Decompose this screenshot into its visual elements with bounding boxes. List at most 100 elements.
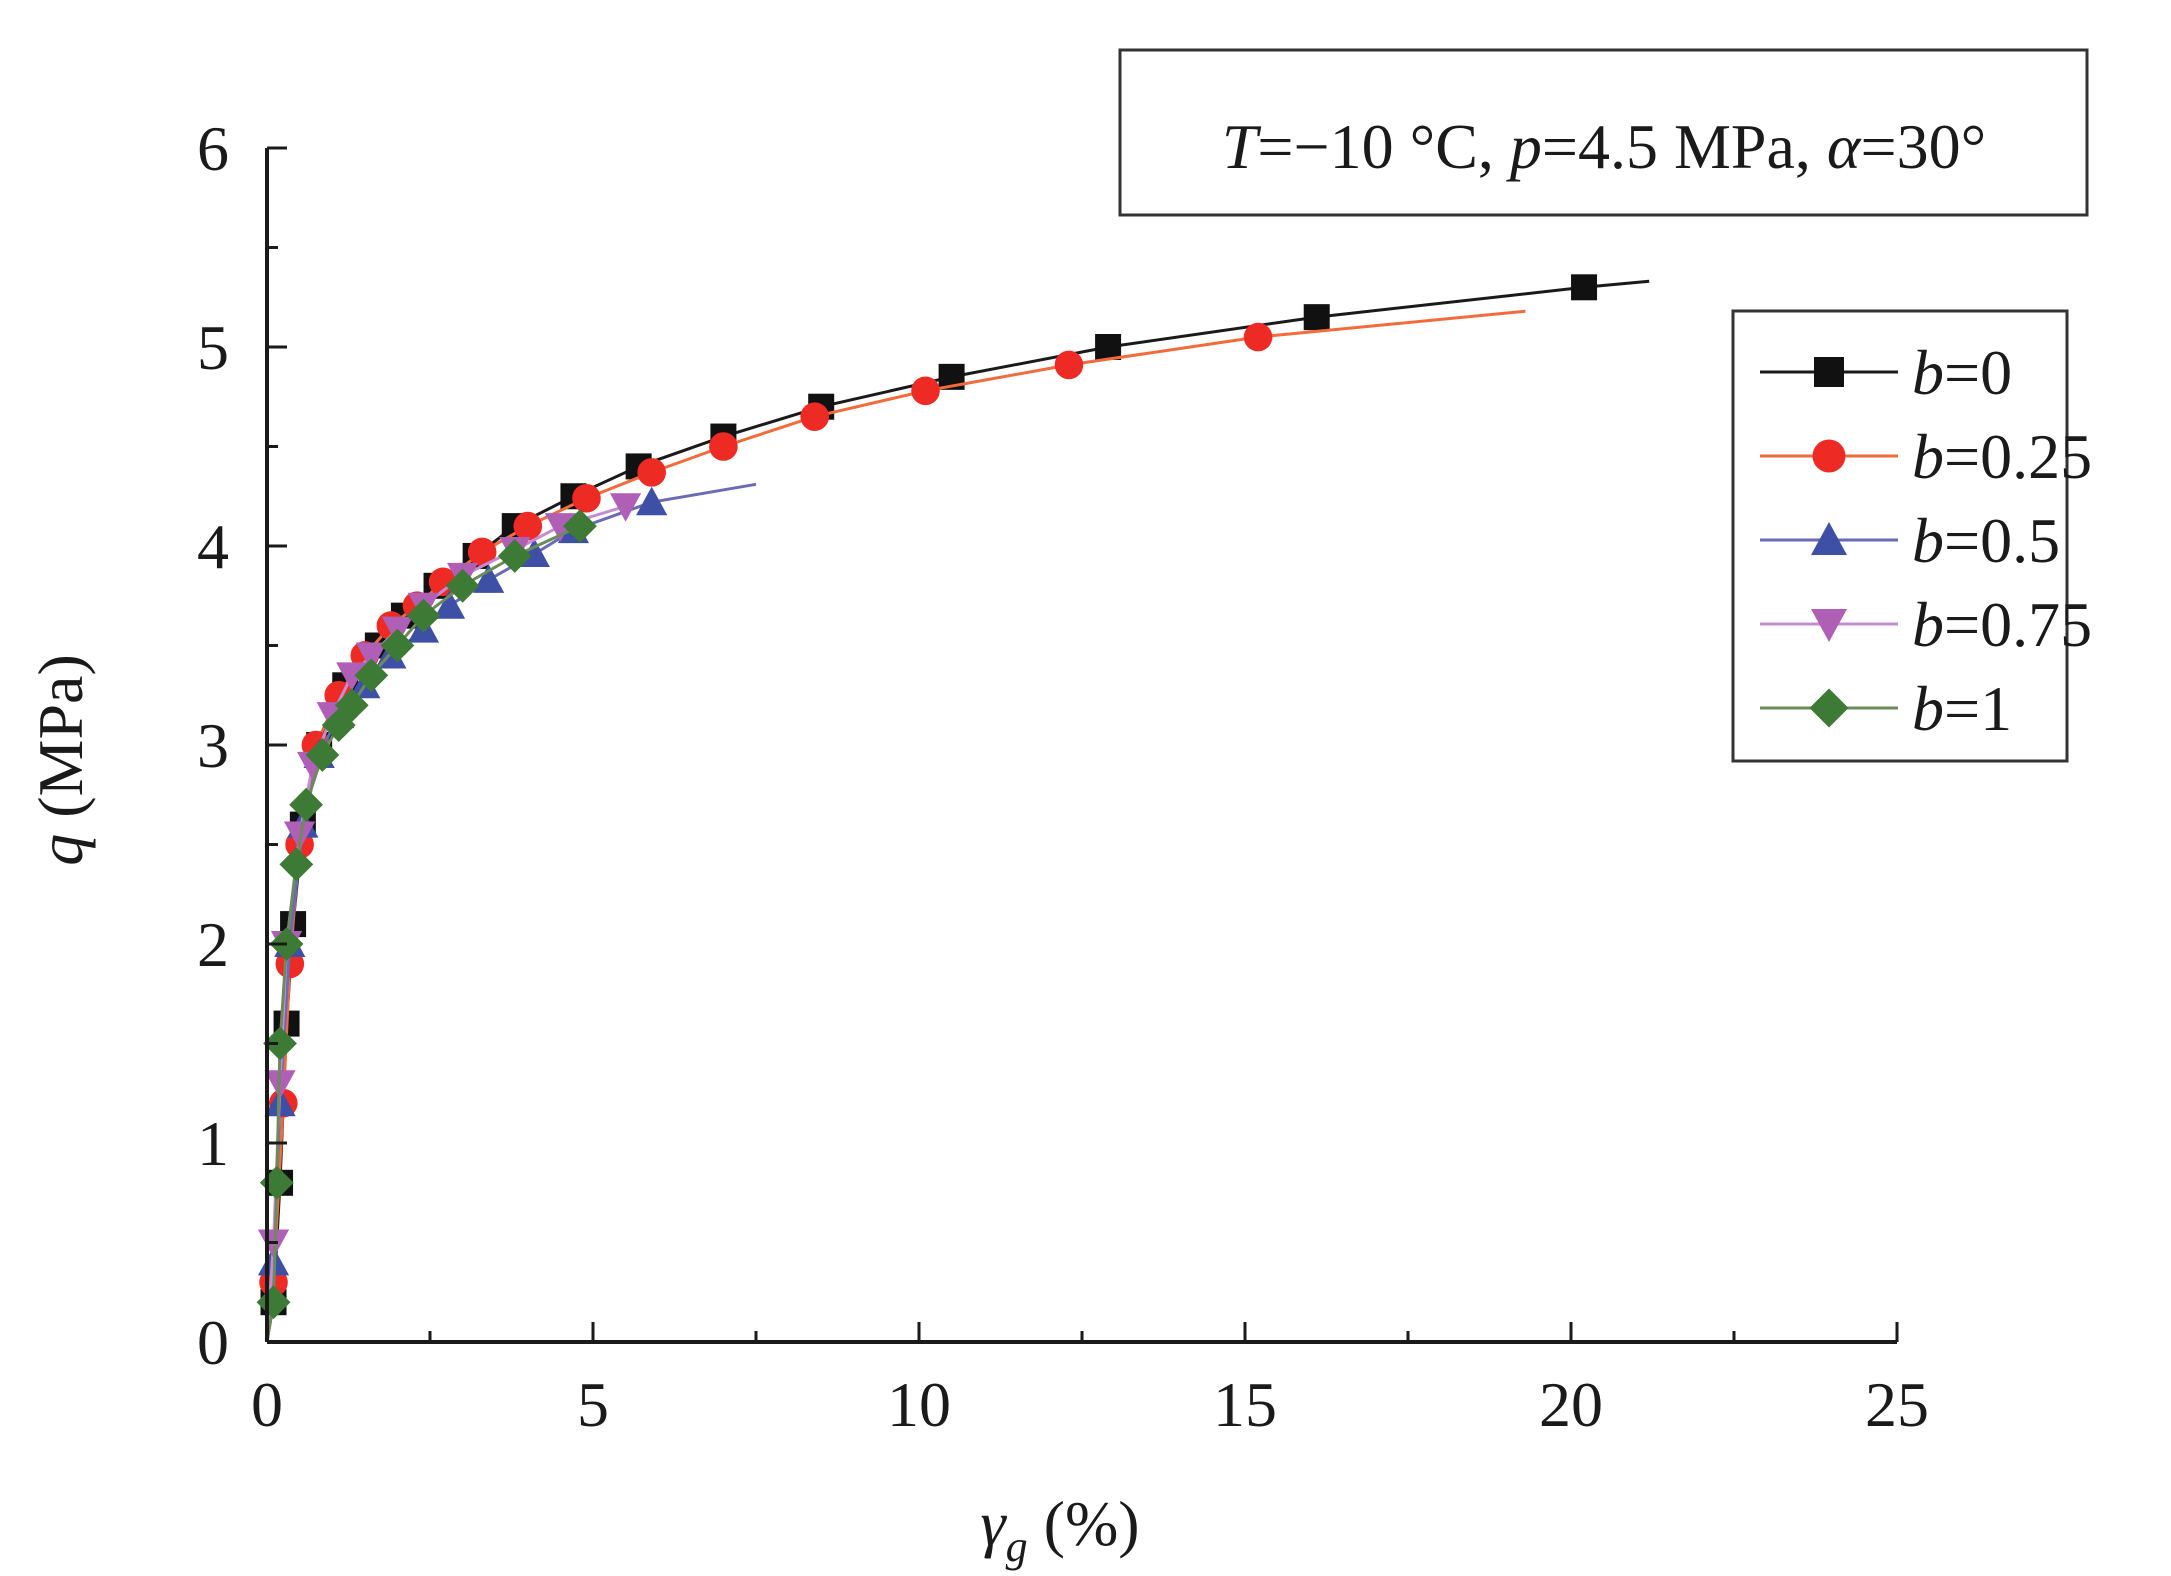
x-tick-label: 20 — [1539, 1369, 1603, 1440]
data-point — [911, 376, 940, 406]
data-point — [473, 564, 505, 593]
data-point — [334, 688, 369, 723]
series-line — [265, 309, 1526, 1343]
data-point — [563, 509, 597, 543]
data-point — [572, 483, 601, 513]
data-point — [263, 1026, 297, 1061]
data-point — [445, 568, 480, 603]
y-axis-label-unit: (MPa) — [25, 654, 96, 834]
legend-frame — [1731, 309, 2069, 763]
axes: 0 5 10 15 20 25 0 1 2 3 4 5 6 — [197, 113, 1929, 1440]
series-0 — [260, 274, 1650, 1343]
series-1 — [259, 309, 1526, 1343]
x-axis-label-unit: (%) — [1028, 1488, 1140, 1559]
annotation-box: T=−10 °C, p=4.5 MPa, α=30° — [1118, 48, 2089, 217]
legend-marker — [1812, 439, 1846, 473]
legend-marker — [1811, 609, 1847, 642]
data-point — [279, 847, 314, 882]
annotation-t-value: =−10 °C, — [1257, 111, 1509, 182]
x-tick-label: 0 — [251, 1369, 283, 1440]
x-tick-label: 25 — [1865, 1369, 1929, 1440]
legend-label-symbol: b — [1912, 421, 1944, 492]
data-point — [1095, 334, 1122, 360]
data-point — [636, 486, 668, 516]
x-axis-label: γg (%) — [980, 1488, 1139, 1571]
data-point — [355, 642, 387, 672]
annotation-frame — [1118, 48, 2089, 217]
series-line — [265, 279, 1650, 1343]
y-tick-label: 1 — [197, 1108, 229, 1179]
legend-label: b=0.25 — [1912, 421, 2092, 492]
legend-label-symbol: b — [1912, 589, 1944, 660]
data-point — [544, 513, 576, 542]
legend-item: b=0 — [1760, 337, 2012, 408]
data-point — [406, 598, 441, 633]
annotation-p-symbol: p — [1506, 111, 1542, 182]
x-axis-label-subscript: g — [1006, 1522, 1028, 1571]
data-point — [637, 458, 666, 487]
x-tick-label: 15 — [1213, 1369, 1277, 1440]
legend-label-value: =1 — [1944, 673, 2012, 744]
legend-label: b=0 — [1912, 337, 2012, 408]
legend-item: b=1 — [1760, 673, 2012, 744]
legend-label-symbol: b — [1912, 337, 1944, 408]
x-tick-label: 10 — [887, 1369, 951, 1440]
data-point — [467, 537, 497, 567]
y-tick-label: 6 — [197, 113, 229, 184]
series-2 — [257, 482, 757, 1343]
plot-area — [256, 274, 1650, 1343]
data-point — [1243, 322, 1273, 352]
y-tick-label: 4 — [197, 511, 229, 582]
data-point — [513, 511, 543, 541]
data-point — [354, 658, 389, 693]
annotation-text: T=−10 °C, p=4.5 MPa, α=30° — [1222, 111, 1986, 182]
legend-label-value: =0 — [1944, 337, 2012, 408]
legend-label: b=0.5 — [1912, 505, 2060, 576]
series-line — [265, 524, 587, 1343]
legend-marker — [1814, 357, 1844, 387]
data-point — [709, 432, 738, 461]
legend-items: b=0b=0.25b=0.5b=0.75b=1 — [1760, 337, 2092, 744]
y-axis-label: q (MPa) — [25, 654, 96, 866]
legend: b=0b=0.25b=0.5b=0.75b=1 — [1731, 309, 2092, 763]
series-line — [265, 482, 757, 1343]
data-point — [1054, 350, 1084, 380]
y-tick-label: 5 — [197, 312, 229, 383]
data-point — [289, 787, 324, 822]
legend-label-value: =0.75 — [1944, 589, 2092, 660]
legend-label-symbol: b — [1912, 505, 1944, 576]
data-point — [433, 590, 466, 619]
y-axis-label-symbol: q — [25, 834, 96, 866]
series-line — [265, 504, 627, 1343]
data-point — [1571, 274, 1598, 301]
legend-marker — [1811, 522, 1847, 555]
data-point — [336, 662, 368, 691]
legend-label-symbol: b — [1912, 673, 1944, 744]
legend-item: b=0.25 — [1760, 421, 2092, 492]
legend-label: b=1 — [1912, 673, 2012, 744]
legend-marker — [1809, 688, 1849, 728]
data-point — [305, 738, 340, 772]
annotation-alpha-symbol: α — [1827, 111, 1862, 182]
annotation-p-value: =4.5 MPa, — [1542, 111, 1827, 182]
series-3 — [257, 493, 642, 1343]
data-point — [1303, 304, 1330, 331]
y-tick-label: 2 — [197, 909, 229, 980]
data-point — [800, 402, 829, 431]
legend-label-value: =0.5 — [1944, 505, 2060, 576]
annotation-alpha-value: =30° — [1860, 111, 1986, 182]
annotation-t-symbol: T — [1222, 111, 1262, 182]
legend-label-value: =0.25 — [1944, 421, 2092, 492]
series-4 — [256, 509, 597, 1343]
data-point — [610, 493, 642, 522]
y-ticks: 0 1 2 3 4 5 6 — [197, 113, 287, 1378]
x-ticks: 0 5 10 15 20 25 — [251, 1322, 1929, 1440]
x-tick-label: 5 — [577, 1369, 609, 1440]
legend-label: b=0.75 — [1912, 589, 2092, 660]
y-tick-label: 0 — [197, 1307, 229, 1378]
legend-item: b=0.5 — [1760, 505, 2060, 576]
data-point — [497, 539, 532, 573]
data-point — [380, 628, 415, 663]
x-axis-label-symbol: γ — [980, 1488, 1007, 1559]
